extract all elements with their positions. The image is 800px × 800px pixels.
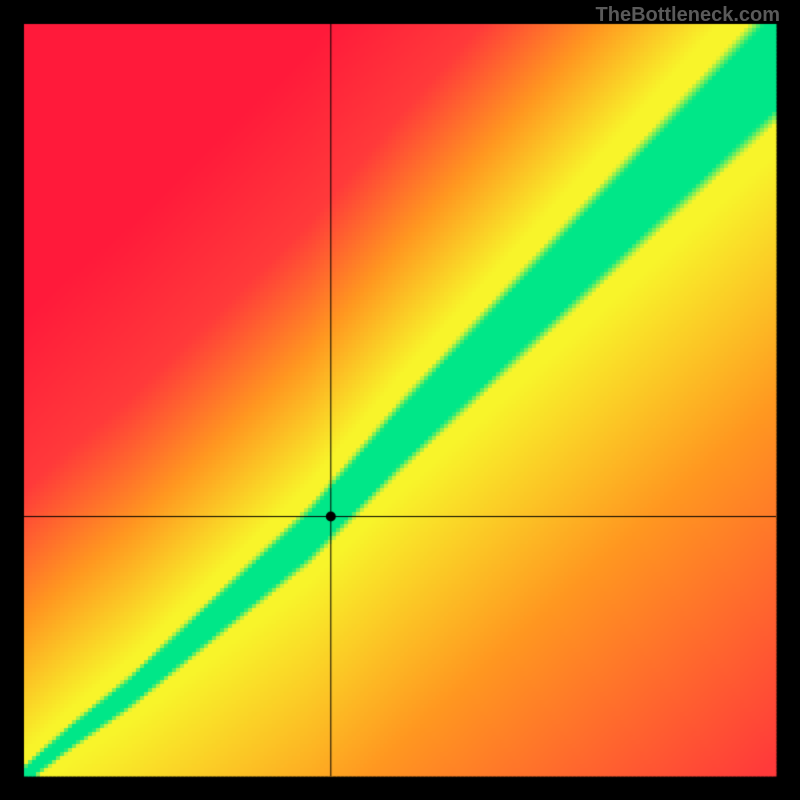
watermark-text: TheBottleneck.com [596,4,780,27]
chart-container: TheBottleneck.com [0,0,800,800]
heatmap-canvas [0,0,800,800]
